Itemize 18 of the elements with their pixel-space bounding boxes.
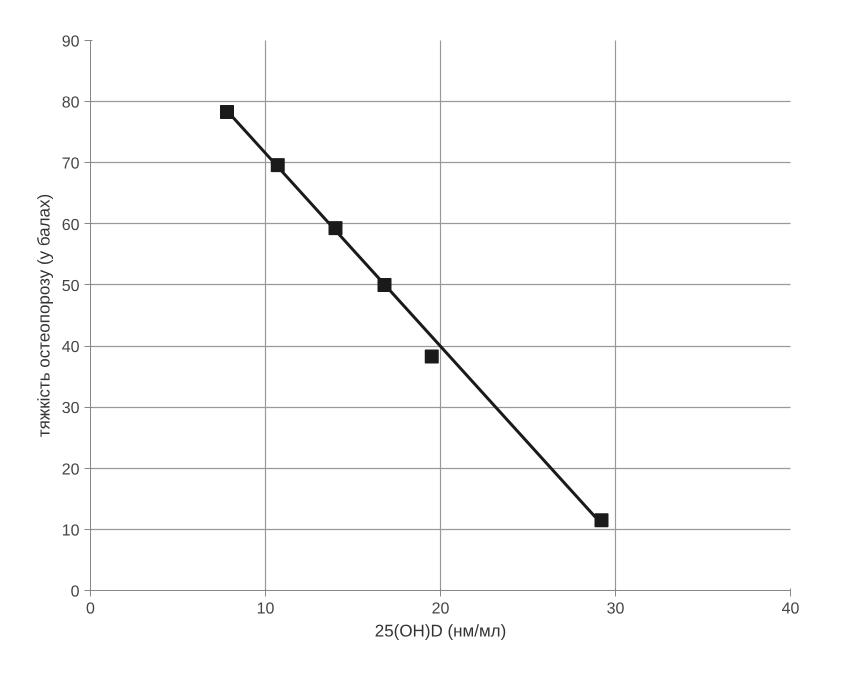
x-tick-label: 20 xyxy=(432,600,450,618)
y-tick-label: 60 xyxy=(62,216,80,234)
x-tick-label: 30 xyxy=(606,600,624,618)
y-tick-label: 0 xyxy=(70,584,80,600)
x-tick-label: 10 xyxy=(256,600,274,618)
x-tick-label: 0 xyxy=(86,600,96,618)
y-tick-label: 10 xyxy=(62,522,80,540)
y-tick-label: 40 xyxy=(62,339,80,356)
y-tick-label: 70 xyxy=(62,156,80,173)
y-tick-label: 50 xyxy=(62,278,80,295)
x-axis-title: 25(OH)D (нм/мл) xyxy=(374,622,506,640)
y-tick-label: 90 xyxy=(62,34,80,50)
x-tick-label: 40 xyxy=(782,600,800,618)
y-axis-title: тяжкість остеопорозу (у балах) xyxy=(34,194,54,438)
y-tick-label: 80 xyxy=(62,94,80,112)
y-tick-label: 20 xyxy=(62,461,80,478)
y-tick-label: 30 xyxy=(62,400,80,418)
point xyxy=(424,349,439,364)
